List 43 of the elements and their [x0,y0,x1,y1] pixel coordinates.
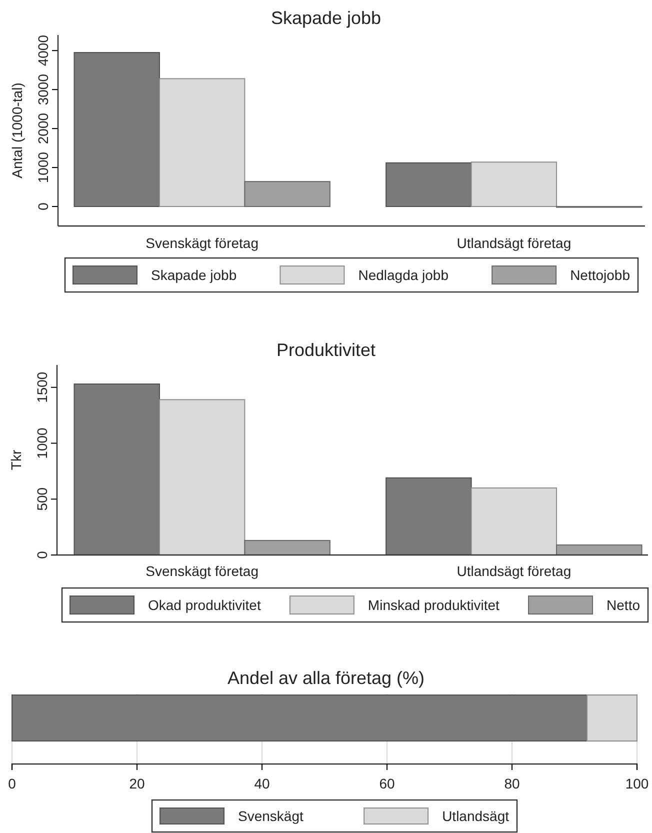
bar [386,477,472,556]
y-tick-label: 0 [34,550,50,559]
x-tick-label: 20 [129,775,145,792]
chart-title: Skapade jobb [270,8,382,28]
y-tick-label: 500 [34,487,50,511]
legend-label: Svenskägt [238,808,304,824]
y-tick-label: 4000 [35,34,51,66]
legend-label: Minskad produktivitet [368,597,500,613]
x-tick-label: 40 [254,775,270,792]
chart-title: Produktivitet [276,340,376,360]
bar [74,384,160,556]
legend-label: Nettojobb [570,267,630,283]
y-tick-label: 1500 [34,372,50,403]
x-tick-label: 60 [379,775,395,792]
bar [74,52,160,208]
y-tick-label: 2000 [35,112,51,144]
x-tick-label: Utlandsägt företag [456,563,572,579]
x-tick-label: Utlandsägt företag [456,235,572,251]
bar [244,181,330,208]
bar [244,540,330,556]
x-tick-label: 0 [8,775,16,792]
legend-label: Okad produktivitet [148,597,261,613]
bar [158,78,246,208]
legend-label: Netto [606,597,640,613]
bar [386,162,472,208]
x-tick-label: Svenskägt företag [146,563,259,579]
bar [556,544,642,556]
bar [470,162,558,208]
bar [158,399,246,556]
y-tick-label: 1000 [34,427,50,459]
x-tick-label: Svenskägt företag [146,235,259,251]
bar [470,487,558,556]
legend-label: Skapade jobb [151,267,237,283]
legend-label: Utlandsägt [442,808,510,824]
y-axis-title: Tkr [8,450,24,470]
y-tick-label: 0 [35,202,51,210]
y-tick-label: 1000 [35,152,51,184]
y-tick-label: 3000 [35,74,51,106]
y-axis-title: Antal (1000-tal) [9,82,25,178]
legend-label: Nedlagda jobb [358,267,449,283]
chart-title: Andel av alla företag (%) [227,668,425,688]
x-tick-label: 100 [625,775,649,792]
x-tick-label: 80 [504,775,520,792]
